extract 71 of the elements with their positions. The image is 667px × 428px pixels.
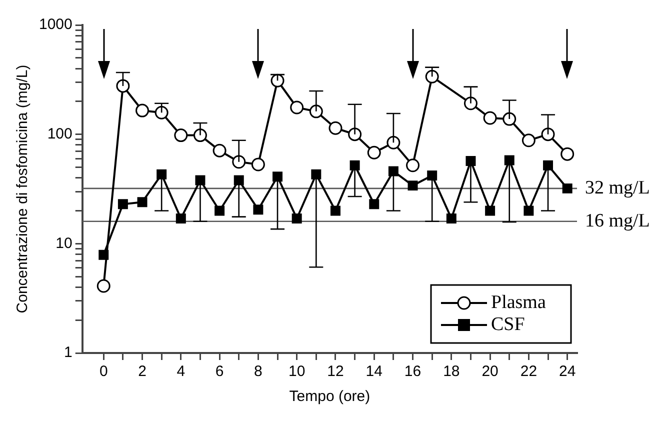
point xyxy=(502,112,516,126)
point xyxy=(311,169,322,180)
y-tick-label: 100 xyxy=(47,125,72,142)
point xyxy=(543,160,554,170)
x-tick-label: 8 xyxy=(254,363,262,380)
y-tick-label: 10 xyxy=(56,234,72,252)
point xyxy=(193,128,207,142)
point xyxy=(485,206,496,216)
legend-label: CSF xyxy=(491,314,525,335)
point xyxy=(386,136,400,150)
point xyxy=(309,104,323,118)
point xyxy=(406,158,420,172)
point xyxy=(446,213,456,224)
x-tick-label: 2 xyxy=(138,363,146,380)
point xyxy=(524,206,534,216)
point xyxy=(367,146,381,160)
point xyxy=(232,155,246,169)
point xyxy=(270,74,284,88)
x-tick-label: 16 xyxy=(404,363,422,380)
point xyxy=(388,166,398,176)
y-tick-label: 1 xyxy=(64,344,72,362)
point xyxy=(330,206,340,216)
point xyxy=(251,158,265,172)
legend-label: Plasma xyxy=(491,292,546,313)
point xyxy=(541,128,555,142)
point xyxy=(522,134,536,148)
point xyxy=(214,206,225,216)
x-tick-label: 4 xyxy=(176,363,186,380)
point xyxy=(272,172,283,182)
point xyxy=(137,197,148,208)
point xyxy=(425,70,439,84)
point xyxy=(464,96,478,110)
x-tick-label: 14 xyxy=(366,363,382,380)
point xyxy=(466,156,476,166)
point xyxy=(234,175,244,186)
point xyxy=(136,104,150,118)
x-tick-label: 22 xyxy=(520,363,538,380)
x-tick-label: 12 xyxy=(327,363,344,380)
point xyxy=(174,128,188,142)
y-tick-label: 1000 xyxy=(38,16,72,34)
point xyxy=(408,180,418,191)
y-axis-title: Concentrazione di fosfomicina (mg/L) xyxy=(14,64,32,314)
ref-line-label: 32 mg/L xyxy=(585,177,650,198)
point xyxy=(560,147,574,161)
point xyxy=(154,106,168,120)
point xyxy=(350,160,360,170)
point xyxy=(195,175,206,186)
point xyxy=(292,213,302,224)
point xyxy=(118,199,128,210)
x-tick-label: 10 xyxy=(288,363,306,380)
point xyxy=(427,170,438,181)
point xyxy=(483,111,497,125)
x-tick-label: 24 xyxy=(558,363,576,380)
point xyxy=(116,79,130,93)
point xyxy=(176,213,186,224)
point xyxy=(348,128,362,142)
point xyxy=(96,279,110,293)
x-tick-label: 6 xyxy=(215,363,224,380)
point xyxy=(156,169,167,180)
point xyxy=(328,121,342,135)
x-tick-label: 18 xyxy=(443,363,460,380)
x-axis-title: Tempo (ore) xyxy=(289,388,370,406)
x-tick-label: 0 xyxy=(99,363,108,380)
point xyxy=(369,199,380,210)
point xyxy=(290,100,304,114)
point xyxy=(562,183,572,194)
x-tick-label: 20 xyxy=(482,363,498,380)
point xyxy=(253,204,264,215)
point xyxy=(504,155,514,166)
point xyxy=(212,144,226,158)
ref-line-label: 16 mg/L xyxy=(585,210,650,232)
